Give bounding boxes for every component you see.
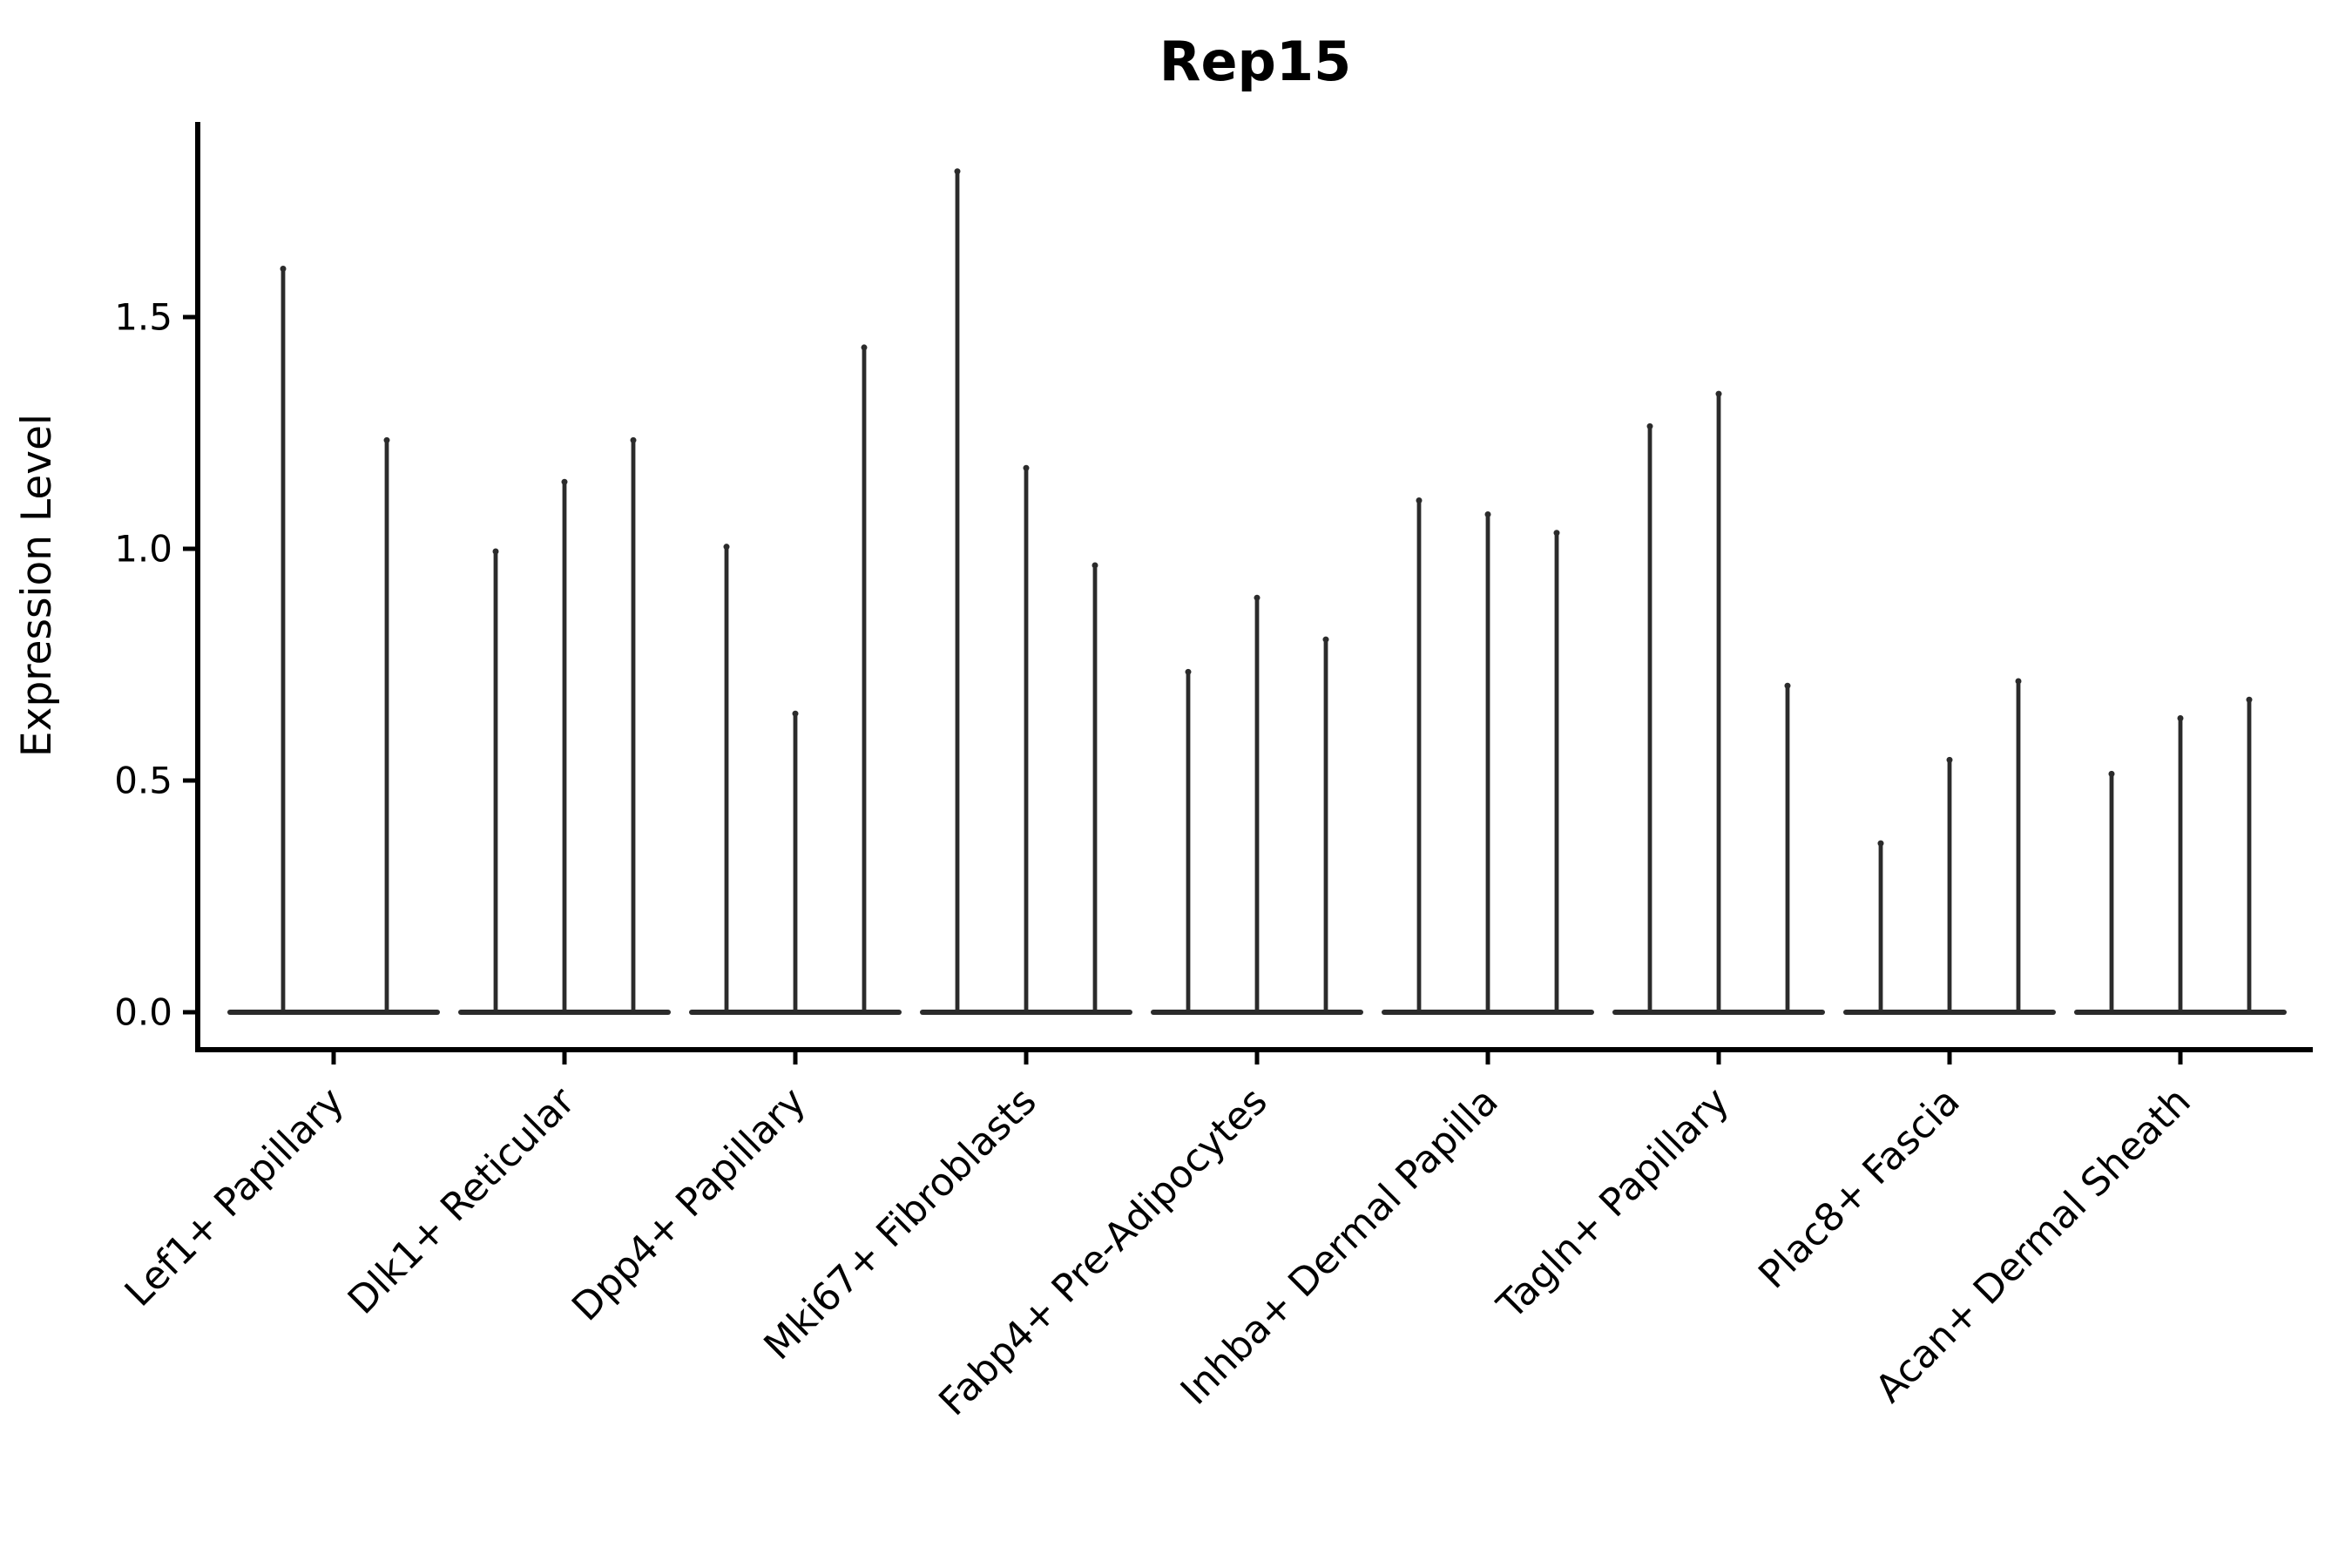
violin-spike-tip	[1092, 562, 1098, 569]
violin-spike-tip	[383, 436, 390, 443]
violin-spike-tip	[1877, 840, 1884, 847]
violin-spike-tip	[1784, 682, 1791, 689]
y-tick-label: 1.5	[114, 296, 172, 339]
violin-spike-tip	[630, 436, 637, 443]
violin-spike-tip	[2015, 678, 2022, 685]
violin-spike-tip	[1946, 756, 1953, 763]
y-tick-label: 0.5	[114, 760, 172, 802]
violins-layer	[227, 168, 2287, 1015]
violin-spike-tip	[280, 265, 287, 272]
x-tick-label: Dlk1+ Reticular	[340, 1078, 585, 1323]
violin-group	[1151, 594, 1363, 1015]
violin-spike-tip	[954, 168, 961, 175]
violin-group	[1843, 678, 2056, 1015]
y-tick-label: 0.0	[114, 991, 172, 1034]
x-tick-label: Plac8+ Fascia	[1750, 1079, 1969, 1298]
x-tick-label: Tagln+ Papillary	[1489, 1079, 1738, 1328]
violin-spike-tip	[1553, 530, 1560, 537]
violin-spike-tip	[861, 344, 868, 351]
violin-group	[689, 344, 902, 1015]
violin-spike-tip	[723, 544, 730, 551]
violin-group	[1382, 497, 1594, 1015]
violin-spike-tip	[1322, 636, 1329, 643]
violin-spike-tip	[492, 548, 499, 555]
violin-spike-tip	[1185, 668, 1192, 675]
chart-title: Rep15	[1159, 30, 1351, 93]
violin-spike-tip	[792, 710, 799, 717]
violin-spike-tip	[1416, 497, 1423, 504]
violin-spike-tip	[1023, 464, 1030, 471]
violin-spike-tip	[1646, 422, 1653, 429]
violin-spike-tip	[2108, 770, 2115, 777]
x-tick-label: Dpp4+ Papillary	[564, 1079, 814, 1330]
axes-layer	[195, 122, 2313, 1052]
violin-spike-tip	[1254, 594, 1260, 601]
violin-group	[920, 168, 1132, 1015]
violin-group	[227, 265, 440, 1015]
violin-group	[1612, 390, 1825, 1015]
violin-group	[2074, 696, 2287, 1015]
x-tick-label: Lef1+ Papillary	[117, 1079, 353, 1315]
violin-spike-tip	[2246, 696, 2253, 703]
y-tick-label: 1.0	[114, 528, 172, 571]
violin-spike-tip	[561, 478, 568, 485]
y-axis-label: Expression Level	[13, 414, 61, 757]
violin-spike-tip	[1484, 510, 1491, 517]
violin-spike-tip	[1715, 390, 1722, 397]
violin-group	[458, 436, 671, 1015]
violin-spike-tip	[2177, 715, 2184, 722]
